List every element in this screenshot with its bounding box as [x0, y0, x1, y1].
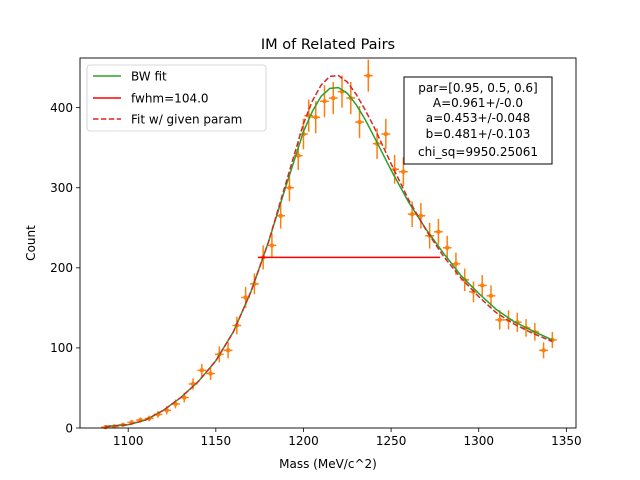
legend-label-given-param: Fit w/ given param [131, 113, 242, 127]
x-axis-label: Mass (MeV/c^2) [279, 457, 377, 471]
data-point [436, 229, 441, 234]
fit-param-line-3: a=0.453+/-0.048 [426, 111, 531, 125]
fit-param-line-2: A=0.961+/-0.0 [433, 96, 523, 110]
data-point [401, 169, 406, 174]
x-tick-label: 1150 [201, 434, 232, 448]
data-point [199, 368, 205, 373]
data-point [331, 95, 336, 101]
y-tick-label: 400 [50, 101, 73, 115]
legend-label-fwhm: fwhm=104.0 [131, 92, 209, 106]
data-point [208, 371, 213, 376]
x-tick-label: 1300 [463, 434, 494, 448]
fit-parameters-frame [403, 76, 553, 165]
data-point [296, 153, 301, 158]
data-point [418, 213, 424, 218]
data-point [322, 99, 327, 104]
data-point [287, 185, 292, 190]
bw-fit-line [105, 86, 553, 428]
data-point [383, 131, 389, 137]
plot-frame [79, 57, 577, 429]
data-point [541, 348, 546, 353]
data-point [366, 73, 371, 78]
data-point [225, 348, 231, 353]
data-point [453, 261, 459, 267]
legend-box [86, 64, 267, 132]
data-point [357, 119, 362, 125]
fit-param-line-1: par=[0.95, 0.5, 0.6] [418, 81, 537, 95]
x-tick-label: 1250 [376, 434, 407, 448]
legend-label-bw-fit: BW fit [131, 70, 167, 84]
data-point [488, 293, 494, 299]
y-tick-label: 0 [65, 421, 73, 435]
x-tick-label: 1350 [551, 434, 582, 448]
x-tick-label: 1100 [113, 434, 144, 448]
y-axis-label: Count [24, 225, 38, 261]
x-tick-label: 1200 [288, 434, 319, 448]
y-tick-label: 100 [50, 341, 73, 355]
legend: BW fit fwhm=104.0 Fit w/ given param [86, 64, 267, 132]
plot-marks [101, 59, 557, 430]
chart-title: IM of Related Pairs [261, 37, 395, 53]
data-point [243, 295, 248, 300]
y-tick-label: 300 [50, 181, 73, 195]
data-point [269, 243, 275, 248]
data-point [409, 211, 415, 217]
data-point [313, 115, 318, 120]
fit-param-line-4: b=0.481+/-0.103 [426, 127, 531, 141]
given-param-fit-line [105, 74, 553, 428]
data-point [182, 395, 187, 400]
axis-ticks: 1100 1150 1200 1250 1300 1350 0 100 200 300 400 [50, 101, 582, 448]
y-tick-label: 200 [50, 261, 73, 275]
fit-parameters-box: par=[0.95, 0.5, 0.6] A=0.961+/-0.0 a=0.4… [403, 76, 553, 165]
fit-param-line-5: chi_sq=9950.25061 [418, 145, 538, 159]
data-point [278, 213, 283, 218]
data-point [480, 283, 485, 288]
data-point [497, 317, 502, 323]
data-point [444, 245, 450, 251]
